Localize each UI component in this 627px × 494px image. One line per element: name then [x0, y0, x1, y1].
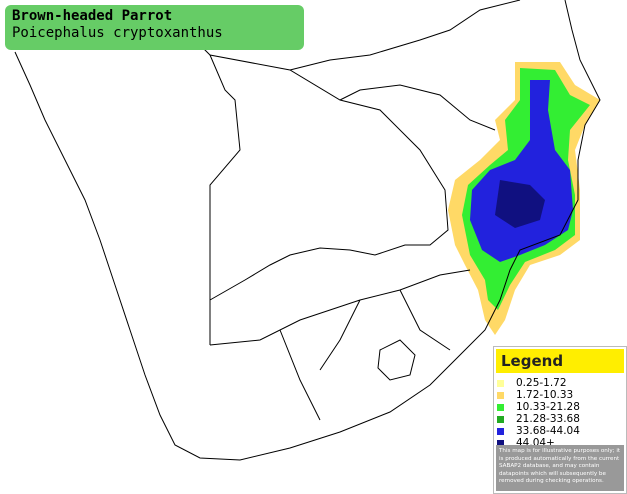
legend-label: 0.25-1.72 — [516, 377, 567, 389]
legend-entry: 10.33-21.28 — [497, 401, 626, 413]
species-name: Brown-headed Parrot — [12, 8, 173, 24]
legend-entry: 0.25-1.72 — [497, 377, 626, 389]
legend-title: Legend — [496, 349, 624, 373]
title-box: Brown-headed Parrot Poicephalus cryptoxa… — [5, 5, 304, 50]
country-border — [209, 54, 241, 345]
legend-swatch — [497, 403, 504, 411]
legend-swatch — [497, 427, 504, 435]
range-dense — [495, 180, 545, 228]
disclaimer: This map is for illustrative purposes on… — [496, 445, 624, 491]
province-border — [209, 269, 471, 421]
legend: Legend 0.25-1.72 1.72-10.33 10.33-21.28 21.… — [493, 346, 627, 494]
legend-entries: 0.25-1.72 1.72-10.33 10.33-21.28 21.28-33.6… — [494, 377, 626, 449]
distribution — [448, 62, 600, 335]
legend-label: 1.72-10.33 — [516, 389, 574, 401]
legend-swatch — [497, 439, 504, 447]
legend-swatch — [497, 379, 504, 387]
lesotho — [377, 339, 416, 381]
legend-label: 10.33-21.28 — [516, 401, 580, 413]
legend-entry: 1.72-10.33 — [497, 389, 626, 401]
legend-label: 33.68-44.04 — [516, 425, 580, 437]
coastline — [14, 0, 601, 461]
scientific-name: Poicephalus cryptoxanthus — [12, 25, 223, 41]
range-core — [470, 80, 573, 262]
country-border — [40, 24, 449, 301]
country-border — [339, 84, 496, 131]
legend-swatch — [497, 415, 504, 423]
legend-entry: 21.28-33.68 — [497, 413, 626, 425]
legend-label: 21.28-33.68 — [516, 413, 580, 425]
legend-swatch — [497, 391, 504, 399]
legend-entry: 33.68-44.04 — [497, 425, 626, 437]
country-border — [289, 0, 521, 71]
